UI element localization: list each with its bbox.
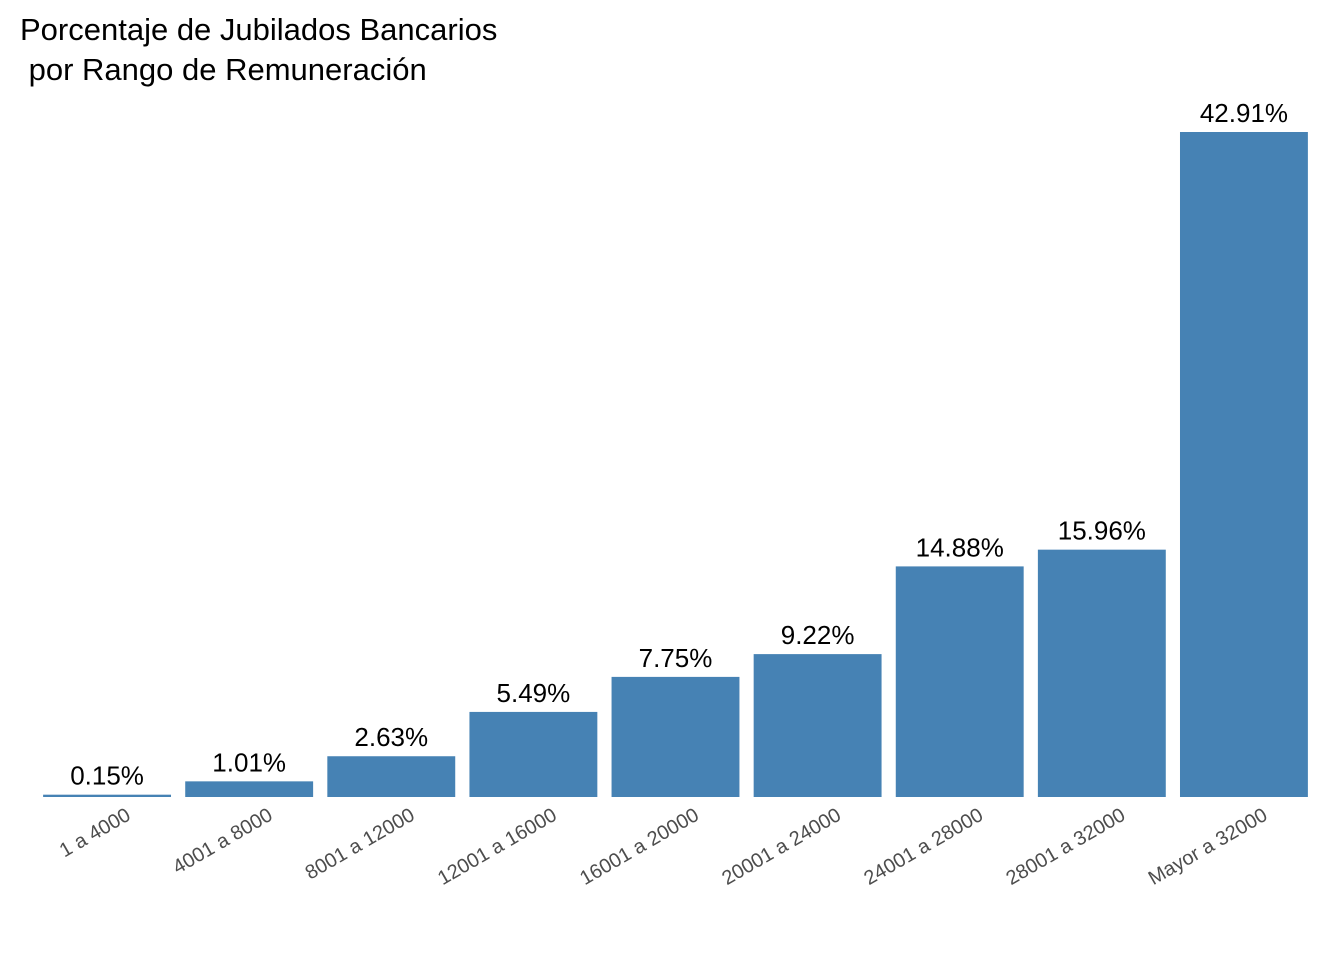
bar-value-label: 7.75%: [639, 643, 713, 673]
x-tick-labels-layer: 1 a 4000 4001 a 8000 8001 a 12000 12001 a 1…: [56, 804, 1271, 890]
bar-value-label: 14.88%: [916, 532, 1004, 562]
bar: [895, 566, 1024, 797]
bar-value-label: 9.22%: [781, 620, 855, 650]
bar: [469, 711, 598, 797]
x-tick-label: 20001 a 24000: [718, 804, 845, 890]
bar-value-label: 5.49%: [497, 678, 571, 708]
x-tick-label: 24001 a 28000: [860, 804, 987, 890]
x-tick-label: 4001 a 8000: [169, 804, 276, 879]
x-tick-label: 12001 a 16000: [434, 804, 561, 890]
bars-layer: [43, 132, 1308, 797]
bar-value-label: 2.63%: [354, 722, 428, 752]
bar: [1037, 549, 1166, 797]
bar-value-label: 0.15%: [70, 761, 144, 791]
bar: [327, 756, 456, 797]
x-tick-label: Mayor a 32000: [1145, 804, 1272, 890]
chart-title: Porcentaje de Jubilados Bancarios por Ra…: [20, 12, 498, 87]
bar-value-label: 42.91%: [1200, 98, 1288, 128]
bar-value-label: 1.01%: [212, 747, 286, 777]
bar: [611, 676, 740, 797]
bar: [753, 654, 882, 797]
bar: [1179, 132, 1308, 797]
x-tick-label: 8001 a 12000: [302, 804, 419, 884]
x-tick-label: 16001 a 20000: [576, 804, 703, 890]
bar: [185, 781, 314, 797]
value-labels-layer: 0.15% 1.01% 2.63% 5.49% 7.75% 9.22% 14.88% 15.9…: [70, 98, 1288, 791]
x-tick-label: 28001 a 32000: [1003, 804, 1130, 890]
bar: [43, 794, 172, 797]
x-tick-label: 1 a 4000: [56, 804, 134, 862]
bar-value-label: 15.96%: [1058, 516, 1146, 546]
